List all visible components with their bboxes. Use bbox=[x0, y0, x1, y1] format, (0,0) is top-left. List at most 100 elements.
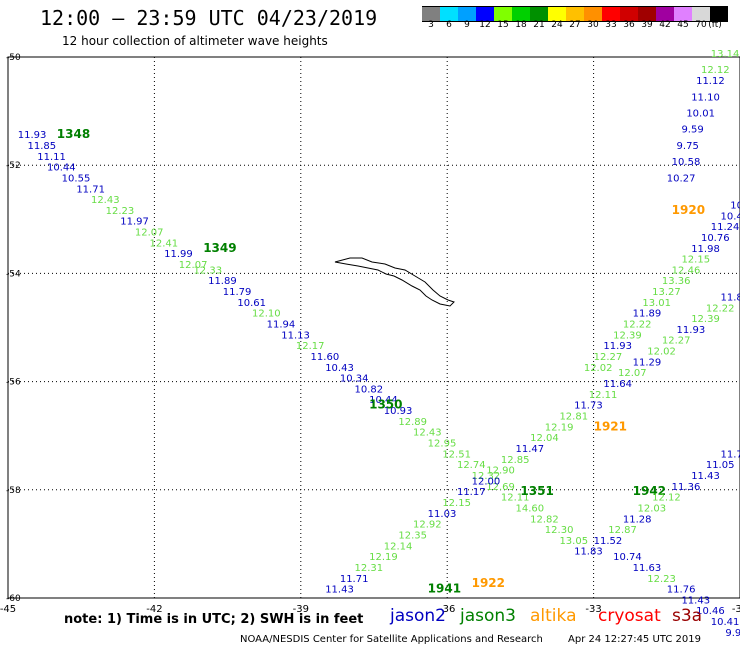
wave-height-value: 12.12 bbox=[652, 493, 681, 504]
wave-height-value: 12.27 bbox=[662, 336, 691, 347]
wave-height-value: 12.89 bbox=[398, 417, 427, 428]
legend-item-s3a: s3a bbox=[672, 606, 703, 626]
wave-height-value: 12.00 bbox=[472, 476, 501, 487]
wave-height-value: 10.76 bbox=[701, 233, 730, 244]
wave-height-value: 11.97 bbox=[120, 217, 149, 228]
colorbar-tick-label: 36 bbox=[623, 20, 635, 30]
wave-height-value: 12.04 bbox=[530, 433, 559, 444]
colorbar-tick-label: 18 bbox=[515, 20, 527, 30]
colorbar-tick-label: 21 bbox=[533, 20, 545, 30]
wave-height-value: 9.95 bbox=[725, 628, 740, 639]
colorbar-swatch bbox=[530, 7, 548, 21]
pass-number-label: 1922 bbox=[472, 576, 505, 590]
wave-height-value: 12.43 bbox=[413, 428, 442, 439]
wave-height-value: 11.11 bbox=[37, 152, 66, 163]
wave-height-value: 10.43 bbox=[325, 363, 354, 374]
wave-height-value: 12.90 bbox=[486, 466, 515, 477]
wave-height-value: 10.61 bbox=[237, 298, 266, 309]
wave-height-value: 10.44 bbox=[369, 395, 398, 406]
pass-number-label: 1348 bbox=[57, 127, 90, 141]
wave-height-value: 11.36 bbox=[672, 482, 701, 493]
colorbar-tick-label: 3 bbox=[428, 20, 434, 30]
wave-height-value: 10.44 bbox=[47, 163, 76, 174]
pass-number-label: 1920 bbox=[672, 203, 705, 217]
wave-height-value: 12.31 bbox=[354, 563, 383, 574]
wave-height-value: 11.71 bbox=[76, 184, 105, 195]
wave-height-value: 10.34 bbox=[340, 374, 369, 385]
wave-height-value: 12.15 bbox=[681, 255, 710, 266]
longitude-tick-label: -39 bbox=[293, 604, 309, 615]
wave-height-value: 11.79 bbox=[223, 287, 252, 298]
pass-number-label: 1351 bbox=[520, 484, 553, 498]
longitude-tick-label: -45 bbox=[0, 604, 16, 615]
wave-height-value: 11.93 bbox=[18, 130, 47, 141]
legend-item-altika: altika bbox=[530, 606, 577, 626]
legend-item-cryosat: cryosat bbox=[598, 606, 661, 626]
wave-height-value: 10.41 bbox=[711, 617, 740, 628]
wave-height-value: 12.12 bbox=[701, 65, 730, 76]
wave-height-value: 12.32 bbox=[472, 471, 501, 482]
wave-height-value: 12.02 bbox=[647, 347, 676, 358]
wave-height-value: 11.98 bbox=[691, 244, 720, 255]
wave-height-value: 12.15 bbox=[442, 498, 471, 509]
longitude-tick-label: -36 bbox=[439, 604, 455, 615]
colorbar-tick-label: 24 bbox=[551, 20, 563, 30]
wave-height-value: 11.85 bbox=[28, 141, 57, 152]
wave-height-value: 12.19 bbox=[369, 552, 398, 563]
colorbar-tick-label: 6 bbox=[446, 20, 452, 30]
wave-height-value: 12.81 bbox=[559, 411, 588, 422]
generated-timestamp: Apr 24 12:27:45 UTC 2019 bbox=[568, 634, 701, 645]
wave-height-value: 13.36 bbox=[662, 276, 691, 287]
colorbar-tick-label: 39 bbox=[641, 20, 653, 30]
wave-height-value: 11.89 bbox=[633, 309, 662, 320]
colorbar-swatch bbox=[692, 7, 710, 21]
wave-height-value: 12.95 bbox=[428, 439, 457, 450]
wave-height-value: 10.45 bbox=[720, 211, 740, 222]
wave-height-value: 11.76 bbox=[667, 585, 696, 596]
wave-height-value: 13.01 bbox=[642, 298, 671, 309]
page-subtitle: 12 hour collection of altimeter wave hei… bbox=[62, 34, 328, 48]
colorbar-swatch bbox=[440, 7, 458, 21]
wave-height-value: 12.41 bbox=[150, 238, 179, 249]
wave-height-value: 11.99 bbox=[164, 249, 193, 260]
wave-height-value: 11.63 bbox=[633, 563, 662, 574]
wave-height-value: 12.43 bbox=[91, 195, 120, 206]
map-frame bbox=[7, 56, 740, 599]
colorbar-tick-label: 33 bbox=[605, 20, 617, 30]
page-title: 12:00 – 23:59 UTC 04/23/2019 bbox=[40, 6, 378, 30]
wave-height-value: 12.27 bbox=[594, 352, 623, 363]
wave-height-value: 12.11 bbox=[589, 390, 618, 401]
wave-height-value: 12.23 bbox=[647, 574, 676, 585]
colorbar-swatch bbox=[638, 7, 656, 21]
latitude-tick-label: -54 bbox=[6, 269, 21, 279]
colorbar-swatch bbox=[620, 7, 638, 21]
latitude-tick-label: -56 bbox=[6, 378, 21, 388]
wave-height-value: 11.17 bbox=[457, 487, 486, 498]
latitude-tick-label: -60 bbox=[6, 594, 21, 604]
wave-height-value: 12.46 bbox=[672, 265, 701, 276]
wave-height-value: 11.52 bbox=[594, 536, 623, 547]
wave-height-value: 10.74 bbox=[613, 552, 642, 563]
wave-height-value: 11.73 bbox=[574, 401, 603, 412]
wave-height-value: 10.27 bbox=[667, 173, 696, 184]
wave-height-value: 12.07 bbox=[618, 368, 647, 379]
latitude-tick-label: -50 bbox=[6, 53, 21, 63]
colorbar-tick-label: 70 bbox=[695, 20, 707, 30]
longitude-tick-label: -42 bbox=[146, 604, 162, 615]
wave-height-value: 12.14 bbox=[384, 541, 413, 552]
latitude-tick-label: -52 bbox=[6, 161, 21, 171]
wave-height-value: 11.43 bbox=[325, 585, 354, 596]
wave-height-value: 11.12 bbox=[696, 76, 725, 87]
colorbar-swatch bbox=[548, 7, 566, 21]
wave-height-value: 12.87 bbox=[608, 525, 637, 536]
footer-note: note: 1) Time is in UTC; 2) SWH is in fe… bbox=[64, 612, 364, 627]
wave-height-value: 13.14 bbox=[711, 49, 740, 60]
wave-height-value: 12.17 bbox=[296, 341, 325, 352]
pass-number-label: 1942 bbox=[633, 484, 666, 498]
wave-height-value: 11.89 bbox=[720, 292, 740, 303]
wave-height-value: 12.10 bbox=[252, 309, 281, 320]
wave-height-value: 12.22 bbox=[706, 303, 735, 314]
wave-height-value: 12.74 bbox=[457, 460, 486, 471]
